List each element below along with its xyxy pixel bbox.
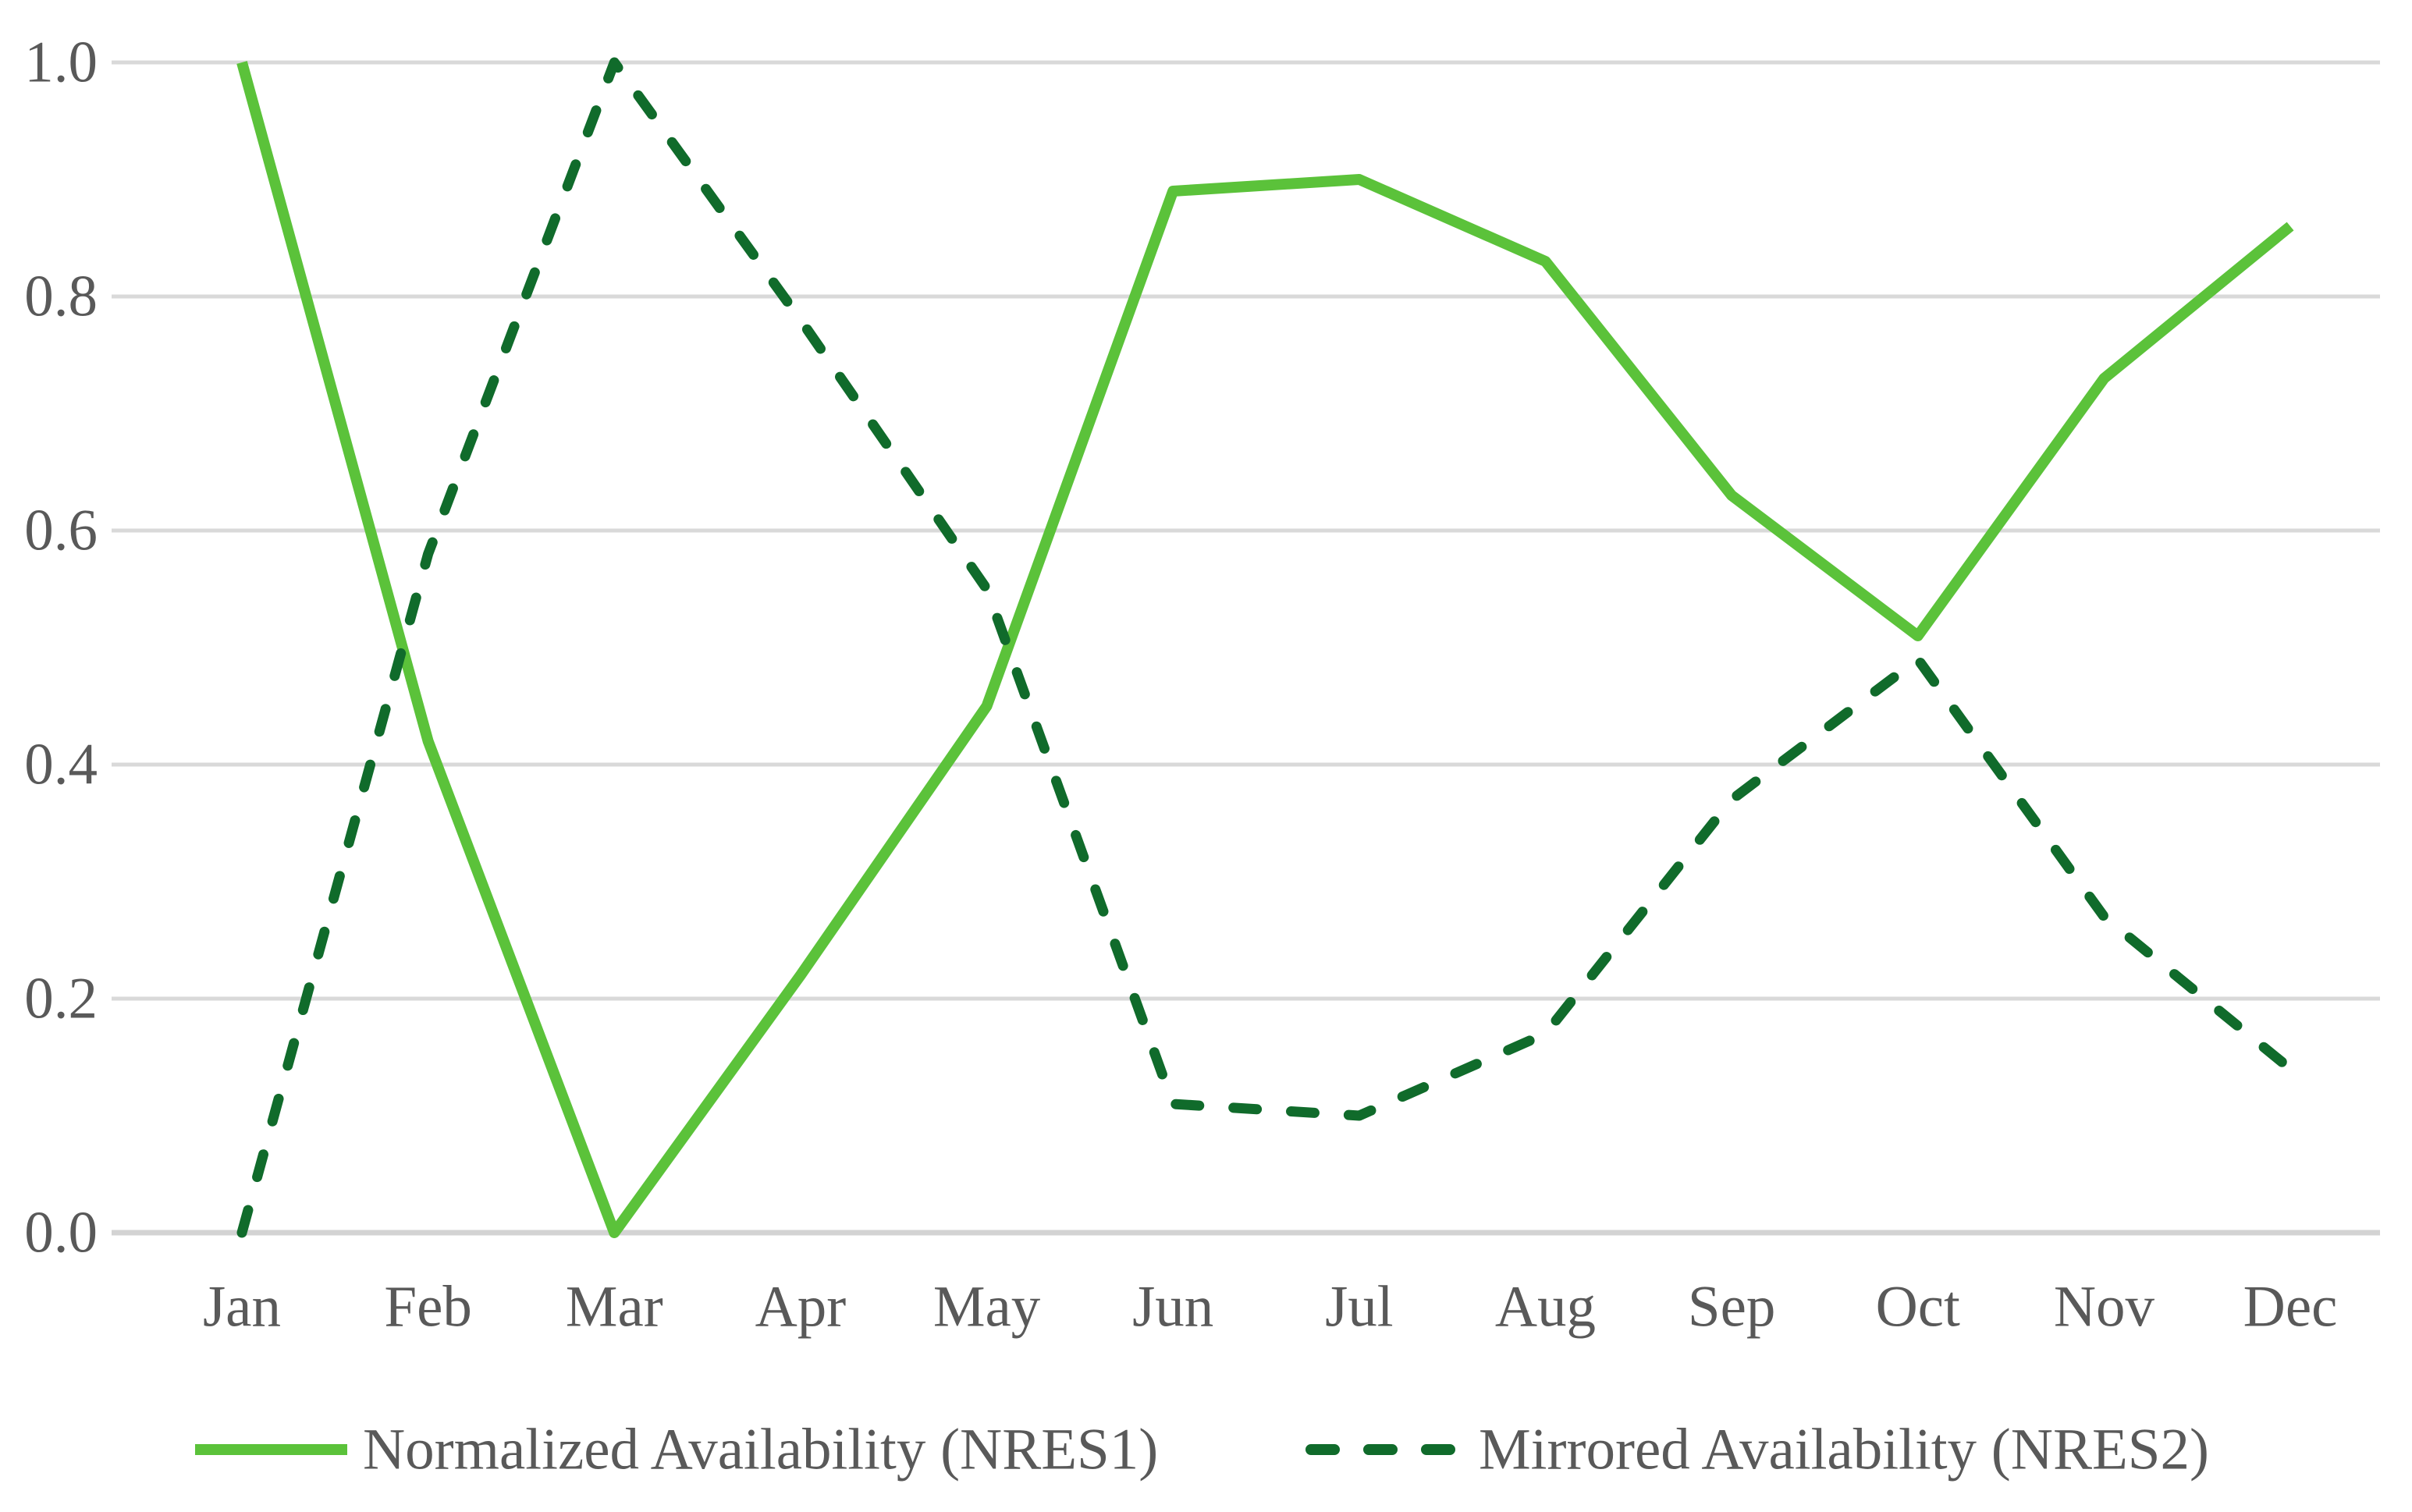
x-tick-label: Feb (384, 1275, 472, 1340)
series-lines-group (236, 57, 2296, 1238)
x-axis-month-labels: Jan Feb Mar Apr May Jun Jul Aug Sep Oct Nov Dec (203, 1275, 2337, 1340)
gridlines-group (112, 60, 2380, 1236)
x-tick-label: Apr (755, 1275, 847, 1340)
x-tick-label: May (933, 1275, 1041, 1340)
x-tick-label: Aug (1495, 1275, 1596, 1340)
y-tick-label: 0.4 (24, 733, 98, 797)
y-tick-label: 0.8 (24, 264, 98, 329)
y-tick-label: 0.0 (24, 1201, 98, 1265)
x-tick-label: Jul (1325, 1275, 1394, 1340)
x-tick-label: Nov (2054, 1275, 2155, 1340)
y-tick-label: 0.6 (24, 499, 98, 563)
x-tick-label: Dec (2243, 1275, 2338, 1340)
y-tick-label: 0.2 (24, 967, 98, 1031)
legend-label-nres2: Mirrored Availability (NRES2) (1479, 1418, 2209, 1482)
y-tick-label: 1.0 (24, 30, 98, 95)
x-tick-label: Jan (203, 1275, 281, 1340)
x-tick-label: Oct (1876, 1275, 1960, 1340)
x-tick-label: Jun (1132, 1275, 1213, 1340)
legend: Normalized Availability (NRES1) Mirrored… (195, 1418, 2209, 1482)
x-tick-label: Mar (566, 1275, 663, 1340)
y-axis-tick-labels: 0.0 0.2 0.4 0.6 0.8 1.0 (24, 30, 98, 1265)
x-tick-label: Sep (1688, 1275, 1776, 1340)
nres1-solid-line (236, 61, 2294, 1238)
legend-label-nres1: Normalized Availability (NRES1) (363, 1418, 1158, 1482)
